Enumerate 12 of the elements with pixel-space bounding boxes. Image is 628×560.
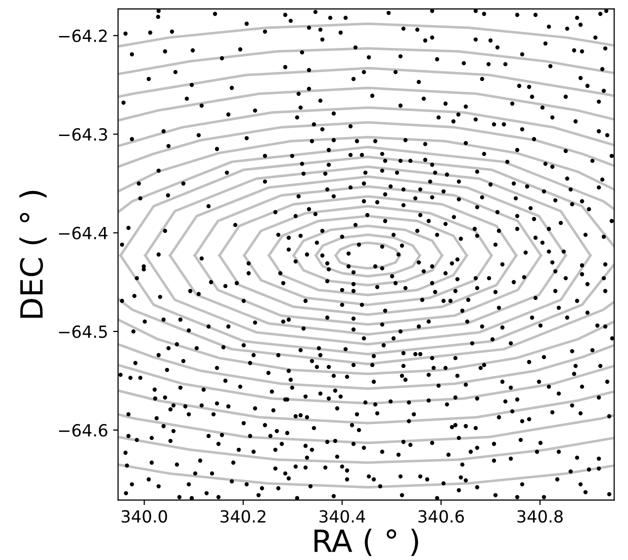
y-tick-label: −64.5 [59, 325, 107, 338]
y-tick-label: −64.2 [59, 30, 107, 42]
y-tick-label: −64.6 [59, 424, 108, 437]
y-axis-title: DEC ( ° ) [19, 190, 47, 318]
x-tick-label: 340.6 [418, 510, 464, 523]
x-axis-title: RA ( ° ) [314, 528, 418, 556]
x-tick-label: 340.0 [122, 510, 168, 523]
x-tick-label: 340.2 [220, 510, 266, 523]
x-tick-label: 340.4 [320, 510, 366, 523]
y-tick-label: −64.4 [59, 226, 108, 240]
x-tick-label: 340.8 [517, 510, 563, 523]
y-tick-label: −64.3 [59, 128, 108, 141]
